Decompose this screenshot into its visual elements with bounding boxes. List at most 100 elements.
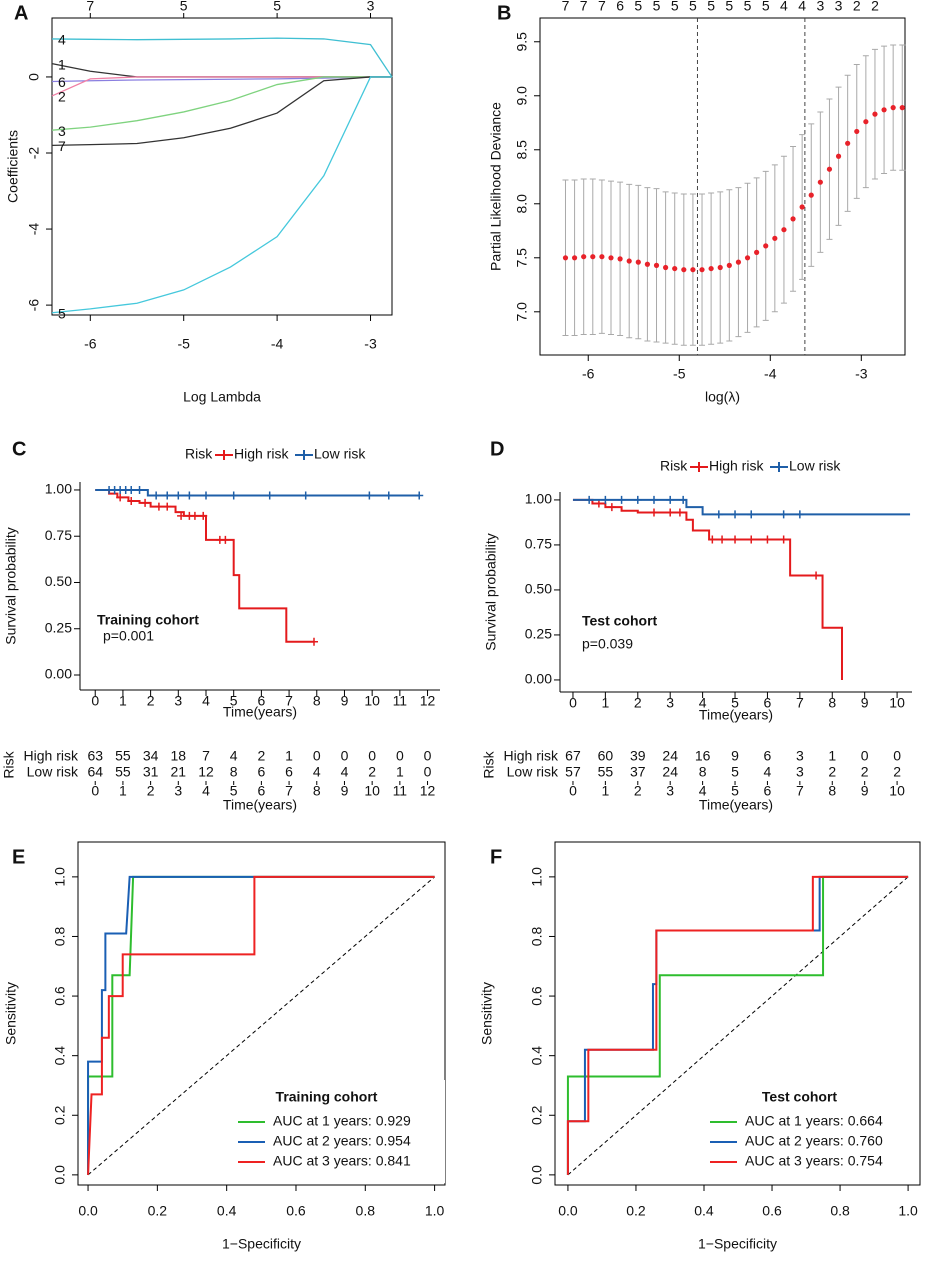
risk-count: 57 [565,764,581,780]
y-tick-label: 0.75 [45,527,72,543]
cv-point [681,267,687,273]
y-tick-label: 1.00 [45,481,72,497]
y-tick-label: -4 [26,223,42,236]
cv-point [872,111,878,117]
censor-mark [199,511,208,520]
risk-count: 8 [699,764,707,780]
risk-x-tick-label: 0 [569,783,577,799]
censor-mark [163,491,172,500]
censor-mark [675,508,684,517]
path-label: 4 [58,32,66,48]
risk-count: 24 [662,748,678,764]
x-axis-label: Time(years) [223,704,297,720]
x-tick-label: 0.0 [78,1203,98,1219]
risk-count: 7 [202,748,210,764]
y-tick-label: 8.0 [514,194,530,214]
cv-point [635,259,641,265]
risk-count: 64 [87,764,103,780]
censor-mark [301,491,310,500]
cv-point [599,254,605,260]
x-tick-label: 0.8 [830,1203,850,1219]
risk-count: 1 [396,764,404,780]
y-tick-label: 0.4 [529,1046,545,1066]
risk-x-tick-label: 1 [119,783,127,799]
risk-x-tick-label: 2 [634,783,642,799]
risk-count: 4 [313,764,321,780]
risk-count: 0 [424,764,432,780]
y-tick-label: 0.2 [529,1105,545,1125]
y-axis-label: Partial Likelihood Deviance [488,102,504,271]
x-tick-label: 9 [341,693,349,709]
y-tick-label: 0.50 [45,573,72,589]
path-label: 7 [58,138,66,154]
top-tick-label: 5 [725,0,733,14]
top-tick-label: 5 [653,0,661,14]
legend-label: High risk [234,446,289,462]
censor-mark [708,535,717,544]
y-tick-label: 0.0 [52,1165,68,1185]
x-tick-label: 1.0 [425,1203,445,1219]
cv-point [790,216,796,222]
x-tick-label: 0.4 [694,1203,714,1219]
censor-mark [127,485,136,494]
legend-key [295,450,313,460]
panel-label: E [12,846,25,868]
legend-title: Training cohort [276,1089,378,1105]
censor-mark [141,498,150,507]
annotation: p=0.001 [103,628,154,644]
y-tick-label: 9.5 [514,32,530,52]
legend-label: High risk [709,458,764,474]
legend-label: Low risk [789,458,841,474]
cv-point [699,267,705,273]
y-tick-label: 0.50 [525,581,552,597]
panel-label: D [490,438,504,460]
cv-point [581,254,587,260]
y-tick-label: 1.0 [529,867,545,887]
censor-mark [415,491,424,500]
x-tick-label: 2 [147,693,155,709]
risk-count: 55 [115,764,131,780]
risk-count: 3 [796,764,804,780]
x-axis-label: Time(years) [699,707,773,723]
survival-curve [572,498,911,516]
cv-point [617,256,623,262]
censor-mark [601,495,610,504]
risk-count: 0 [424,748,432,764]
y-axis-label: Coefficients [5,130,21,203]
roc-curve [87,875,435,1175]
annotation: Test cohort [582,613,658,629]
cv-point [826,166,833,172]
top-tick-label: 5 [273,0,281,14]
top-tick-label: 5 [744,0,752,14]
risk-count: 0 [341,748,349,764]
legend-label: AUC at 1 years: 0.664 [745,1113,883,1129]
risk-table-title: Risk [481,750,497,778]
x-tick-label: 4 [202,693,210,709]
censor-mark [265,491,274,500]
cv-point [717,264,723,271]
cv-point [772,235,778,241]
legend-label: AUC at 2 years: 0.954 [273,1133,411,1149]
y-tick-label: 7.0 [514,302,530,322]
plot-frame [51,17,393,316]
survival-curve [572,498,843,680]
x-tick-label: 0.6 [286,1203,306,1219]
censor-mark [174,491,183,500]
path-label: 3 [58,123,66,139]
risk-x-tick-label: 10 [364,783,380,799]
legend-title: Risk [185,446,213,462]
coef-path [51,76,392,131]
cv-point [744,255,751,261]
reference-diagonal [567,876,909,1176]
legend-box [228,1080,445,1183]
annotation: p=0.039 [582,636,633,652]
risk-count: 21 [171,764,187,780]
legend-title: Risk [660,458,688,474]
risk-count: 55 [115,748,131,764]
x-tick-label: 3 [174,693,182,709]
risk-row-name: Low risk [27,764,79,780]
risk-count: 12 [198,764,214,780]
censor-mark [617,495,626,504]
risk-table-title: Risk [1,750,17,778]
censor-mark [202,491,210,500]
